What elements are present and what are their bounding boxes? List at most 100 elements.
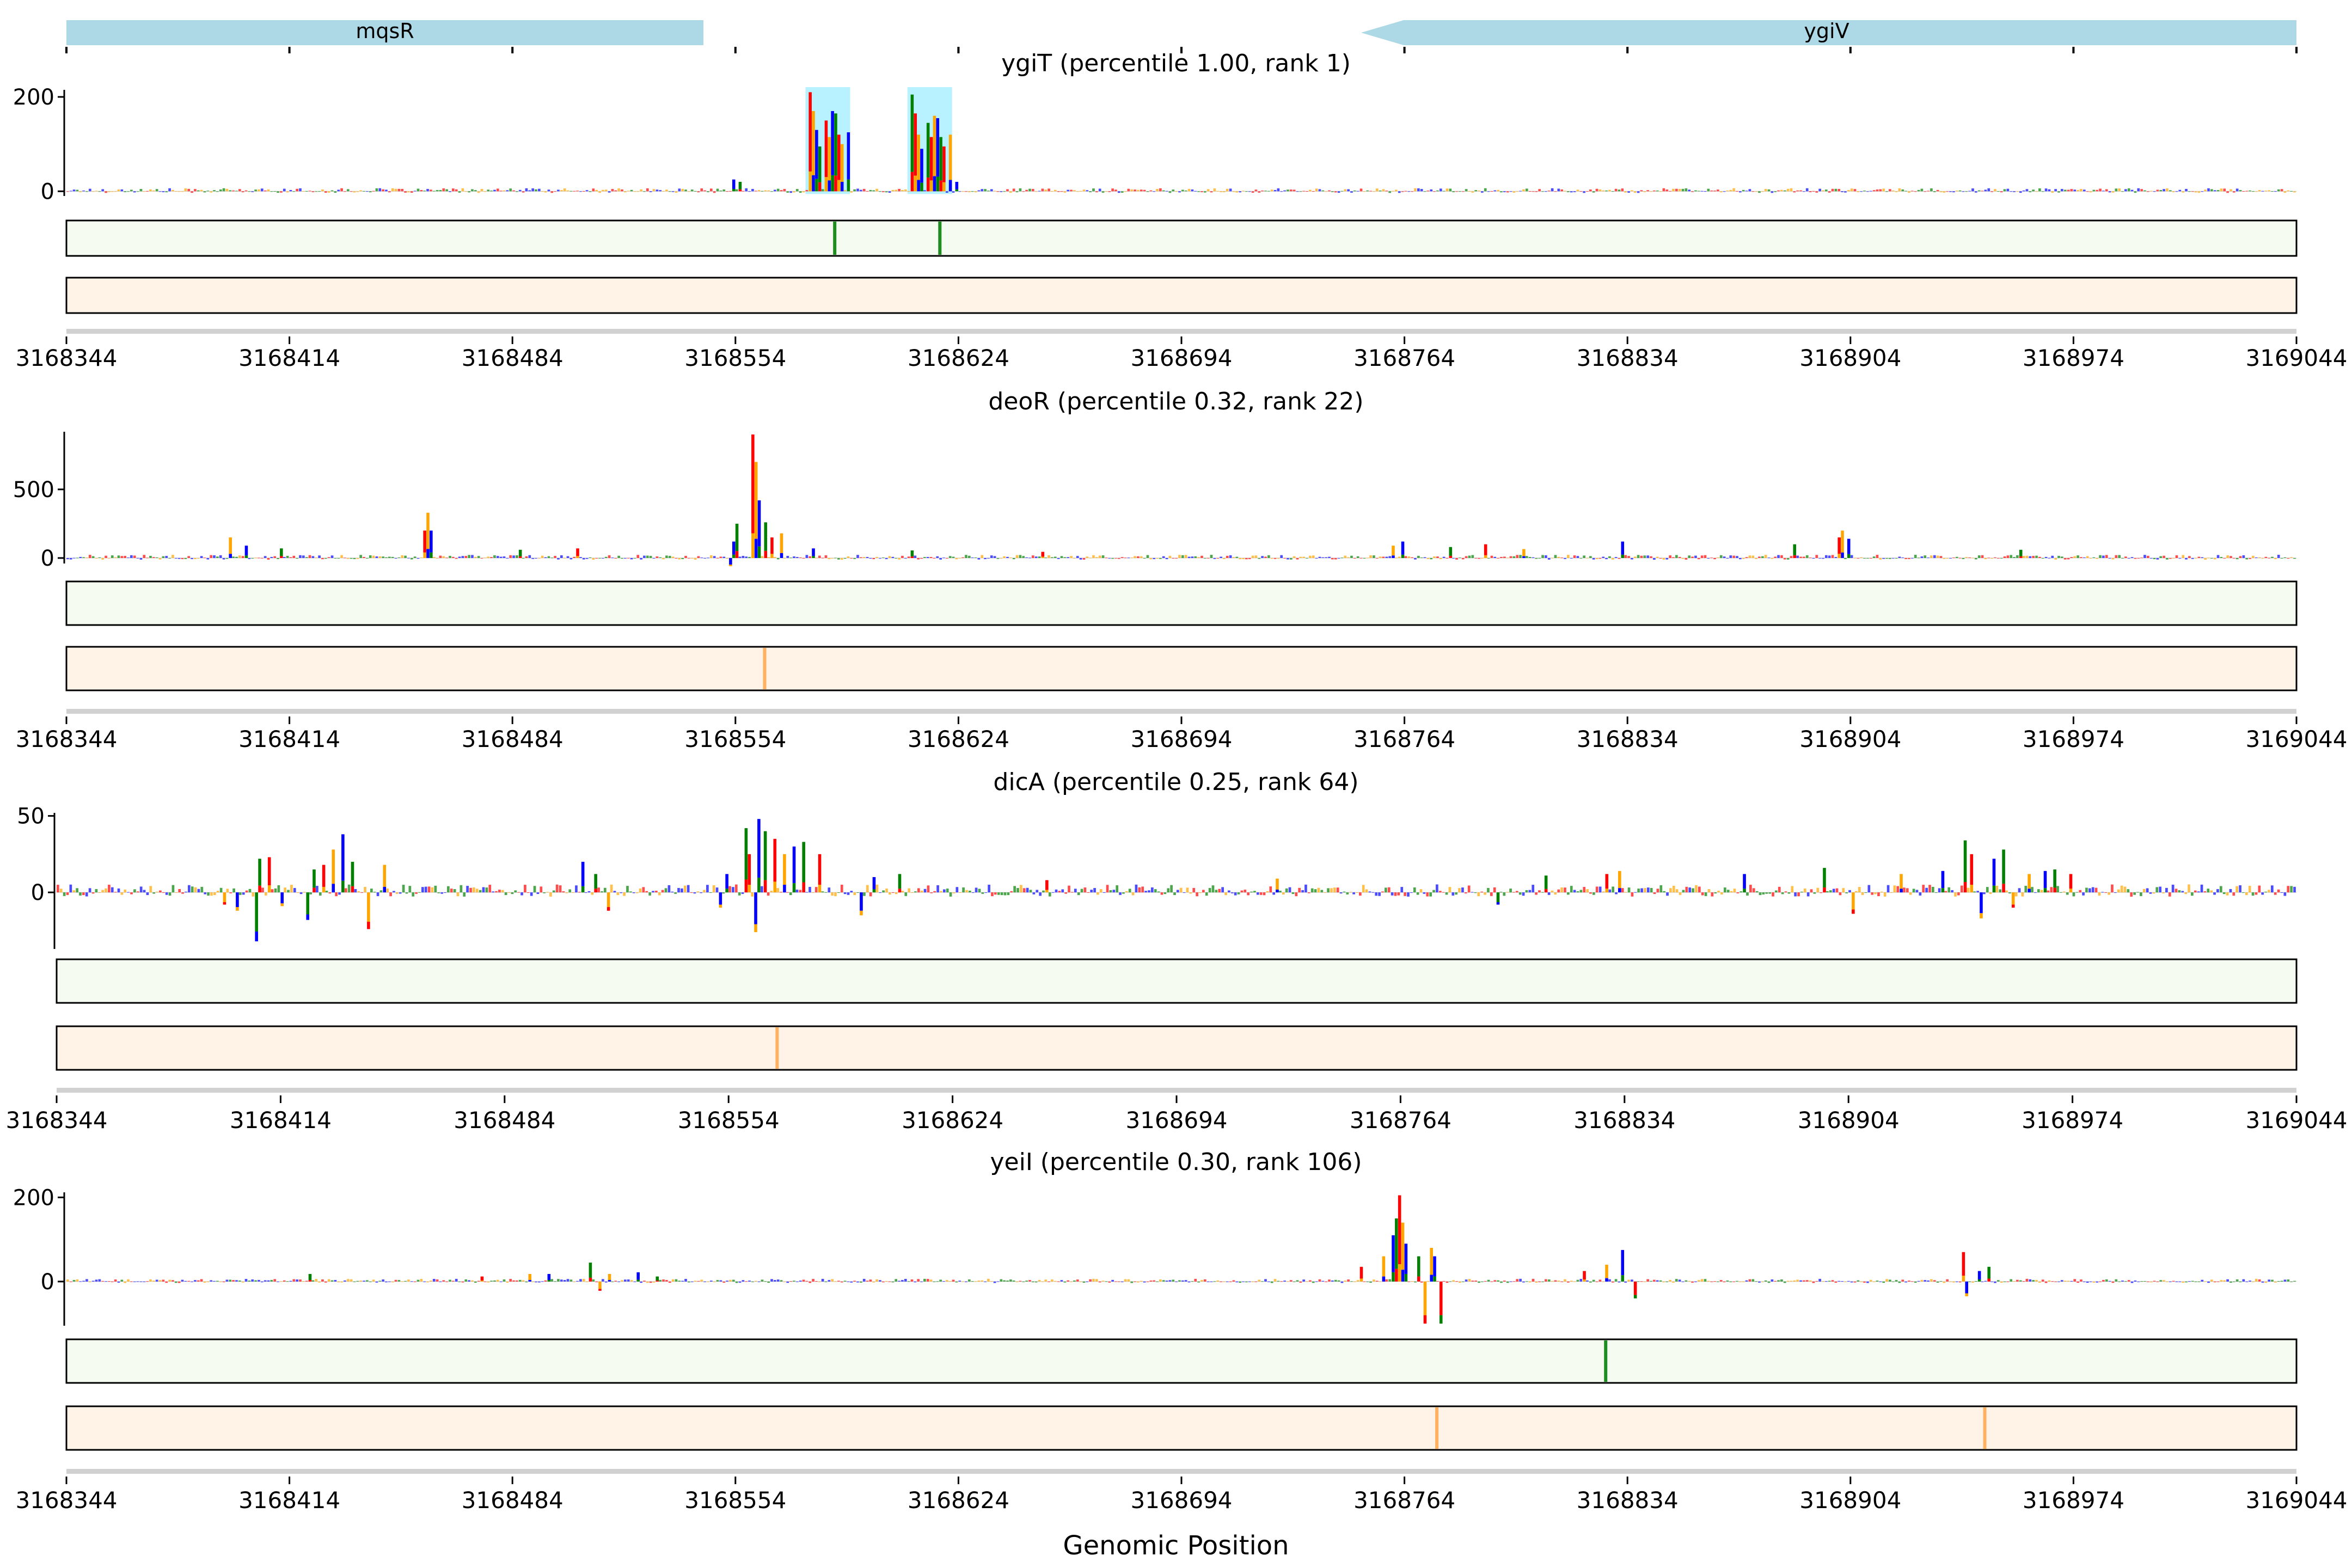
attribution-bar xyxy=(1141,886,1144,893)
attribution-bar xyxy=(2130,892,2133,897)
attribution-bar xyxy=(636,555,640,558)
attribution-peak xyxy=(942,182,946,192)
attribution-bar xyxy=(1824,1281,1828,1282)
attribution-bar xyxy=(1503,1281,1506,1282)
attribution-bar xyxy=(1688,555,1691,558)
attribution-bar xyxy=(885,888,888,893)
attribution-bar xyxy=(1908,558,1910,559)
attribution-bar xyxy=(1420,189,1423,192)
attribution-bar xyxy=(1858,887,1861,893)
attribution-bar xyxy=(981,892,984,894)
attribution-bar xyxy=(707,191,709,192)
attribution-bar xyxy=(124,555,127,558)
x-tick-label: 3168834 xyxy=(1573,1107,1675,1134)
y-tick-label: 0 xyxy=(41,1270,54,1295)
attribution-bar xyxy=(1423,191,1426,192)
attribution-bar xyxy=(2066,892,2069,895)
attribution-bar xyxy=(875,557,878,558)
attribution-bar xyxy=(1414,188,1417,192)
attribution-bar xyxy=(1739,191,1742,193)
attribution-bar xyxy=(952,1279,955,1282)
attribution-bar xyxy=(760,886,763,893)
attribution-bar xyxy=(432,557,436,558)
attribution-bar xyxy=(617,188,620,192)
attribution-bar xyxy=(888,191,891,193)
attribution-bar xyxy=(700,1279,703,1282)
attribution-bar xyxy=(522,191,525,193)
attribution-bar xyxy=(364,887,366,893)
attribution-bar xyxy=(1296,1280,1299,1282)
attribution-bar xyxy=(436,558,439,559)
attribution-bar xyxy=(904,892,908,896)
attribution-bar xyxy=(2124,1281,2127,1282)
attribution-bar xyxy=(904,1278,907,1282)
attribution-bar xyxy=(524,885,526,893)
attribution-bar xyxy=(665,189,668,192)
attribution-bar xyxy=(789,892,792,896)
orange-track xyxy=(65,277,2298,314)
attribution-bar xyxy=(1109,890,1112,893)
attribution-bar xyxy=(1339,892,1343,894)
y-tick-label: 200 xyxy=(13,85,54,110)
attribution-bar xyxy=(127,191,130,192)
attribution-bar xyxy=(684,555,687,558)
attribution-bar xyxy=(2034,892,2037,893)
attribution-bar xyxy=(1244,889,1247,893)
attribution-bar xyxy=(1996,191,2000,192)
attribution-bar xyxy=(1519,555,1522,558)
attribution-bar xyxy=(1165,558,1168,560)
attribution-bar xyxy=(1315,558,1318,559)
attribution-bar xyxy=(1834,557,1837,558)
attribution-bar xyxy=(344,888,347,893)
attribution-bar xyxy=(340,555,343,558)
attribution-bar xyxy=(643,1281,646,1282)
attribution-bar xyxy=(1627,191,1630,193)
attribution-bar xyxy=(1764,555,1767,558)
attribution-bar xyxy=(2258,1279,2261,1282)
attribution-bar xyxy=(776,888,780,893)
attribution-bar xyxy=(2041,558,2044,559)
attribution-bar xyxy=(321,558,324,560)
attribution-bar xyxy=(1551,188,1554,192)
attribution-bar xyxy=(117,1281,120,1283)
attribution-bar xyxy=(649,1281,652,1283)
attribution-bar xyxy=(2277,1281,2280,1282)
attribution-peak xyxy=(754,924,757,933)
attribution-bar xyxy=(939,1279,942,1282)
attribution-peak xyxy=(763,831,767,880)
attribution-bar xyxy=(1122,892,1125,894)
attribution-bar xyxy=(1920,188,1924,192)
attribution-bar xyxy=(1579,558,1583,559)
attribution-bar xyxy=(793,556,795,558)
attribution-bar xyxy=(1930,188,1933,192)
attribution-bar xyxy=(1700,191,1704,192)
attribution-bar xyxy=(1946,558,1949,559)
attribution-bar xyxy=(566,1279,569,1282)
attribution-bar xyxy=(124,1281,127,1283)
attribution-bar xyxy=(168,188,171,192)
attribution-bar xyxy=(1831,555,1834,558)
attribution-bar xyxy=(376,892,379,896)
attribution-bar xyxy=(1347,1279,1350,1282)
attribution-bar xyxy=(404,555,407,558)
attribution-bar xyxy=(1939,1281,1943,1282)
attribution-bar xyxy=(1857,558,1860,559)
attribution-peak xyxy=(1621,1250,1625,1276)
attribution-bar xyxy=(1767,189,1771,192)
attribution-peak xyxy=(1941,871,1945,889)
panel-title: ygiT (percentile 1.00, rank 1) xyxy=(1001,50,1351,77)
attribution-bar xyxy=(251,191,254,192)
attribution-bar xyxy=(1196,892,1198,897)
attribution-bar xyxy=(668,1281,671,1283)
attribution-bar xyxy=(325,891,328,893)
attribution-bar xyxy=(79,892,82,896)
attribution-bar xyxy=(1426,892,1429,897)
attribution-bar xyxy=(1340,1281,1344,1283)
attribution-bar xyxy=(589,191,592,192)
attribution-bar xyxy=(1163,892,1167,895)
attribution-bar xyxy=(2200,884,2203,893)
attribution-bar xyxy=(117,555,120,558)
attribution-bar xyxy=(413,556,416,558)
attribution-bar xyxy=(2287,886,2290,893)
attribution-bar xyxy=(1337,191,1340,193)
